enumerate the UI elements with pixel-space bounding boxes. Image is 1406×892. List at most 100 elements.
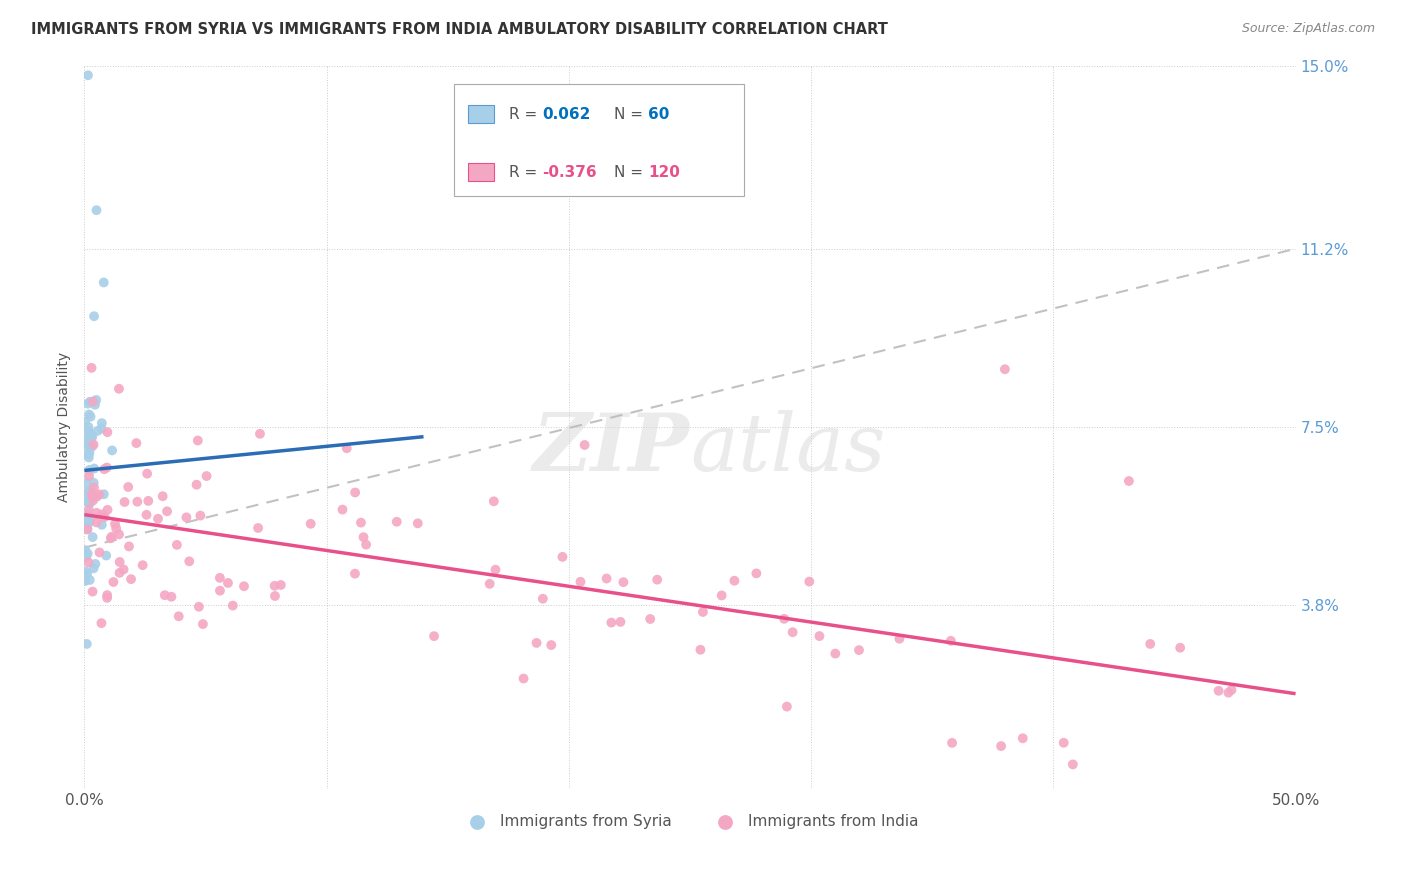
Point xyxy=(612,575,634,590)
Point xyxy=(82,440,104,454)
Point xyxy=(77,516,100,531)
Point xyxy=(385,515,408,529)
Point xyxy=(478,577,501,591)
Point xyxy=(80,486,103,500)
Point xyxy=(80,488,103,502)
Point xyxy=(83,461,105,475)
Point xyxy=(79,513,101,527)
Point xyxy=(217,576,239,591)
Point xyxy=(108,566,131,580)
Point xyxy=(153,588,176,602)
Point xyxy=(86,203,108,218)
Point xyxy=(77,469,100,483)
Text: IMMIGRANTS FROM SYRIA VS IMMIGRANTS FROM INDIA AMBULATORY DISABILITY CORRELATION: IMMIGRANTS FROM SYRIA VS IMMIGRANTS FROM… xyxy=(31,22,887,37)
Point xyxy=(80,360,103,375)
Point xyxy=(156,504,179,518)
Point xyxy=(86,490,108,504)
Point xyxy=(76,397,98,411)
Point xyxy=(76,485,98,500)
Text: ZIP: ZIP xyxy=(533,410,690,488)
Point xyxy=(77,68,100,82)
Point xyxy=(90,517,112,532)
Point xyxy=(125,436,148,450)
Point xyxy=(344,485,367,500)
Point xyxy=(86,516,108,530)
Point xyxy=(76,516,98,531)
Point xyxy=(332,502,354,516)
Point xyxy=(108,555,131,569)
Point xyxy=(187,599,209,614)
Point xyxy=(79,463,101,477)
Point xyxy=(108,382,131,396)
Point xyxy=(233,579,256,593)
Point xyxy=(75,543,97,558)
Point xyxy=(135,508,157,522)
Point xyxy=(569,574,592,589)
Point xyxy=(86,506,108,520)
Point xyxy=(195,469,218,483)
Point xyxy=(77,441,100,455)
Point xyxy=(79,496,101,510)
Point xyxy=(96,425,118,439)
Point xyxy=(76,547,98,561)
Text: -0.376: -0.376 xyxy=(543,165,598,179)
Text: 60: 60 xyxy=(648,107,669,122)
Point xyxy=(531,591,554,606)
Point xyxy=(166,538,188,552)
Text: N =: N = xyxy=(614,107,648,122)
Point xyxy=(208,583,231,598)
Point xyxy=(77,450,100,465)
Point xyxy=(131,558,153,573)
Point xyxy=(645,573,668,587)
Point xyxy=(152,489,174,503)
Point xyxy=(93,487,115,501)
Point xyxy=(76,447,98,461)
FancyBboxPatch shape xyxy=(468,105,494,123)
Point xyxy=(101,443,124,458)
Point xyxy=(91,508,114,522)
Point xyxy=(136,467,159,481)
Point xyxy=(350,516,373,530)
Text: 0.062: 0.062 xyxy=(543,107,591,122)
Point xyxy=(692,605,714,619)
Point xyxy=(848,643,870,657)
Point xyxy=(270,578,292,592)
Point xyxy=(96,549,118,563)
Point xyxy=(336,442,359,456)
Point xyxy=(100,530,122,544)
Point xyxy=(187,434,209,448)
Point xyxy=(1218,686,1240,700)
Point xyxy=(80,431,103,445)
Point xyxy=(1062,757,1084,772)
Point xyxy=(104,516,127,531)
Text: R =: R = xyxy=(509,107,541,122)
Text: R =: R = xyxy=(509,165,541,179)
Point xyxy=(512,672,534,686)
Point xyxy=(90,416,112,430)
Point xyxy=(105,521,128,535)
Point xyxy=(90,616,112,631)
Point xyxy=(82,530,104,544)
Point xyxy=(112,562,135,576)
Point xyxy=(1220,682,1243,697)
Point xyxy=(120,572,142,586)
Point xyxy=(689,642,711,657)
Point xyxy=(103,574,125,589)
Point xyxy=(96,588,118,602)
Point xyxy=(90,421,112,435)
Point xyxy=(76,566,98,581)
Point xyxy=(76,637,98,651)
Point xyxy=(136,494,159,508)
Point xyxy=(96,503,118,517)
Point xyxy=(93,276,115,290)
Point xyxy=(100,531,122,545)
Point xyxy=(540,638,562,652)
Point xyxy=(808,629,831,643)
Point xyxy=(939,633,962,648)
Point xyxy=(83,490,105,504)
Point xyxy=(782,625,804,640)
Point xyxy=(89,545,111,559)
Point xyxy=(127,494,149,508)
Point xyxy=(595,572,617,586)
Point xyxy=(889,632,911,646)
